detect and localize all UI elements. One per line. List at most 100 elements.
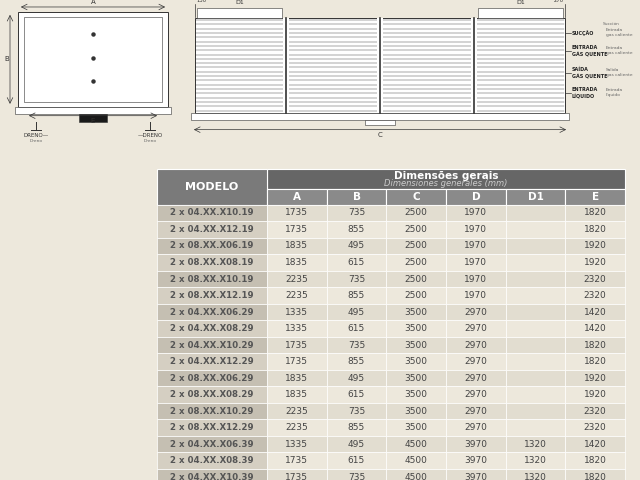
Text: 1735: 1735 (285, 225, 308, 234)
Bar (446, 189, 506, 204)
Text: 1820: 1820 (584, 456, 607, 465)
Bar (446, 304, 506, 320)
Text: 1820: 1820 (584, 357, 607, 366)
Text: 1420: 1420 (584, 440, 607, 449)
Bar (326, 287, 387, 304)
Text: MODELO: MODELO (186, 181, 239, 192)
Bar (506, 337, 565, 353)
Bar (446, 204, 506, 221)
Text: 2500: 2500 (404, 225, 428, 234)
Text: 1920: 1920 (584, 241, 607, 251)
Text: 1835: 1835 (285, 241, 308, 251)
Bar (446, 353, 506, 370)
Bar (157, 353, 267, 370)
Text: 2 x 04.XX.X10.29: 2 x 04.XX.X10.29 (170, 341, 253, 349)
Text: 1320: 1320 (524, 440, 547, 449)
Bar (565, 453, 625, 469)
Bar (157, 238, 267, 254)
Text: 2 x 04.XX.X08.39: 2 x 04.XX.X08.39 (170, 456, 253, 465)
Text: D1: D1 (516, 0, 525, 5)
Text: 1970: 1970 (465, 258, 487, 267)
Bar (387, 189, 446, 204)
Bar (506, 403, 565, 420)
Text: ENTRADA
LÍQUIDO: ENTRADA LÍQUIDO (572, 87, 598, 99)
Bar (267, 271, 326, 287)
Bar (326, 254, 387, 271)
Text: B: B (4, 56, 9, 62)
Text: 2 x 08.XX.X06.19: 2 x 08.XX.X06.19 (170, 241, 253, 251)
Text: 3500: 3500 (404, 407, 428, 416)
Text: Dimensiones generales (mm): Dimensiones generales (mm) (384, 179, 508, 188)
Text: 1735: 1735 (285, 357, 308, 366)
Bar (387, 370, 446, 386)
Text: 2 x 04.XX.X06.29: 2 x 04.XX.X06.29 (170, 308, 253, 316)
Bar (506, 189, 565, 204)
Bar (506, 238, 565, 254)
Text: 1970: 1970 (465, 291, 487, 300)
Text: D1: D1 (527, 192, 543, 202)
Bar (565, 370, 625, 386)
Text: 2500: 2500 (404, 241, 428, 251)
Text: 2 x 04.XX.X06.39: 2 x 04.XX.X06.39 (170, 440, 253, 449)
Bar (565, 386, 625, 403)
Bar (565, 238, 625, 254)
Text: A: A (91, 0, 95, 5)
Bar (446, 238, 506, 254)
Text: 3970: 3970 (465, 440, 487, 449)
Bar (267, 370, 326, 386)
Bar (24, 17, 162, 102)
Text: ENTRADA
GÁS QUENTE: ENTRADA GÁS QUENTE (572, 45, 607, 57)
Bar (565, 337, 625, 353)
Bar (446, 337, 506, 353)
Text: 495: 495 (348, 241, 365, 251)
Bar (506, 353, 565, 370)
Bar (326, 370, 387, 386)
Bar (506, 386, 565, 403)
Bar (506, 320, 565, 337)
Bar (267, 238, 326, 254)
Text: 735: 735 (348, 208, 365, 217)
Text: DRENO—: DRENO— (24, 132, 49, 138)
Bar (326, 320, 387, 337)
Bar (157, 337, 267, 353)
Bar (326, 403, 387, 420)
Bar (326, 221, 387, 238)
Text: Entrada
gas caliente: Entrada gas caliente (606, 28, 632, 37)
Bar (267, 221, 326, 238)
Text: 270: 270 (554, 0, 564, 3)
Bar (267, 453, 326, 469)
Text: 3970: 3970 (465, 473, 487, 480)
Bar (565, 304, 625, 320)
Bar (157, 370, 267, 386)
Text: 3500: 3500 (404, 423, 428, 432)
Text: SAÍDA
GÁS QUENTE: SAÍDA GÁS QUENTE (572, 67, 607, 79)
Text: 1920: 1920 (584, 373, 607, 383)
Text: 2235: 2235 (285, 275, 308, 284)
Text: 2500: 2500 (404, 275, 428, 284)
Text: 2970: 2970 (465, 357, 487, 366)
Text: 2 x 08.XX.X08.19: 2 x 08.XX.X08.19 (170, 258, 253, 267)
Bar (326, 469, 387, 480)
Text: 1920: 1920 (584, 258, 607, 267)
Text: 615: 615 (348, 456, 365, 465)
Bar (471, 18, 477, 113)
Text: 3500: 3500 (404, 341, 428, 349)
Bar (267, 168, 625, 189)
Text: 1735: 1735 (285, 456, 308, 465)
Text: 3970: 3970 (465, 456, 487, 465)
Text: 615: 615 (348, 324, 365, 333)
Bar (157, 386, 267, 403)
Bar (565, 403, 625, 420)
Text: 1320: 1320 (524, 473, 547, 480)
Bar (157, 204, 267, 221)
Text: 2 x 08.XX.X10.19: 2 x 08.XX.X10.19 (170, 275, 253, 284)
Bar (506, 271, 565, 287)
Text: 2 x 04.XX.X10.39: 2 x 04.XX.X10.39 (170, 473, 253, 480)
Text: 855: 855 (348, 225, 365, 234)
Text: 2 x 08.XX.X10.29: 2 x 08.XX.X10.29 (170, 407, 253, 416)
Text: 2320: 2320 (584, 407, 607, 416)
Bar (326, 353, 387, 370)
Bar (387, 337, 446, 353)
Text: 2970: 2970 (465, 390, 487, 399)
Bar (387, 469, 446, 480)
